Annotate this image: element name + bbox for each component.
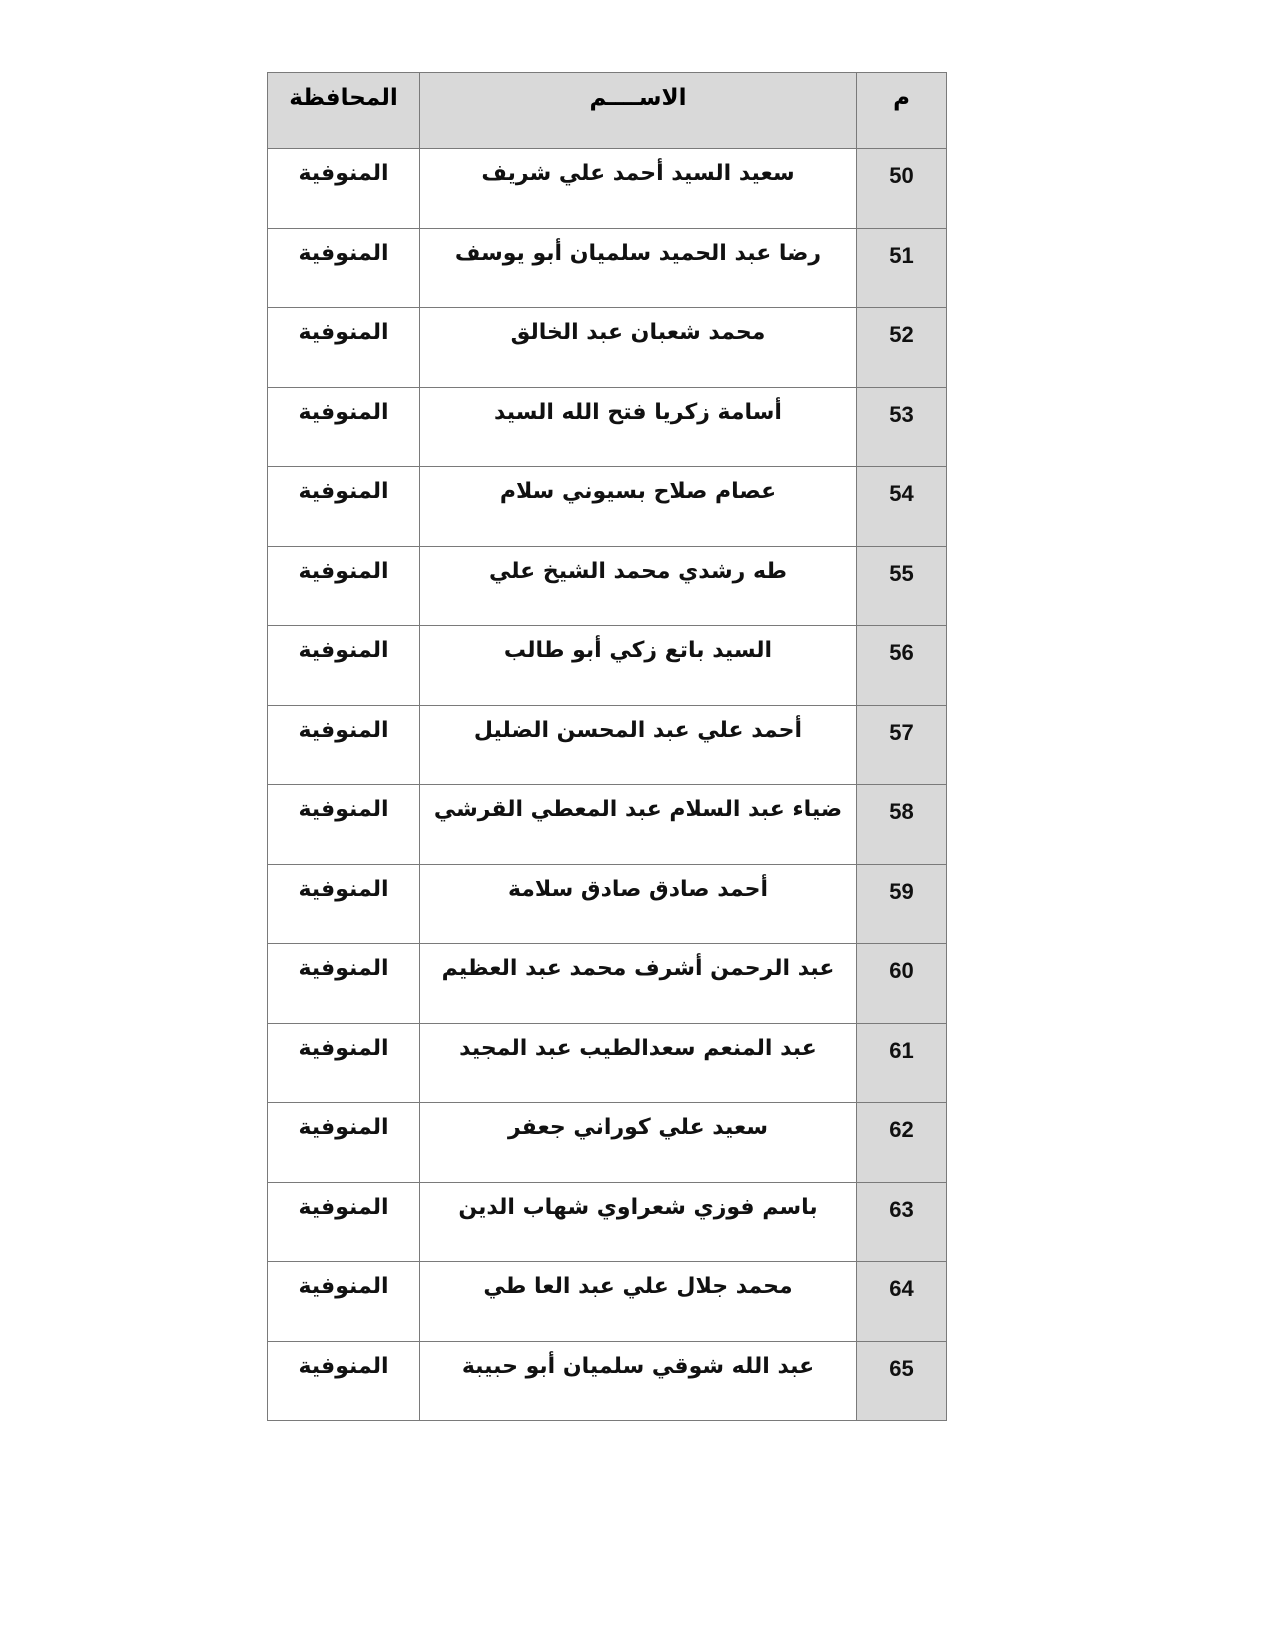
table-row: 54 عصام صلاح بسيوني سلام المنوفية	[267, 466, 947, 547]
names-table: م الاســــم المحافظة 50 سعيد السيد أحمد ع…	[267, 72, 947, 1421]
row-governorate: المنوفية	[267, 307, 420, 388]
row-name: عبد الرحمن أشرف محمد عبد العظيم	[419, 943, 857, 1024]
row-number: 62	[856, 1102, 947, 1183]
row-name: طه رشدي محمد الشيخ علي	[419, 545, 857, 626]
row-number: 58	[856, 784, 947, 865]
row-governorate: المنوفية	[267, 1181, 420, 1262]
row-governorate: المنوفية	[267, 784, 420, 865]
row-number: 63	[856, 1181, 947, 1262]
row-name: باسم فوزي شعراوي شهاب الدين	[419, 1181, 857, 1262]
row-governorate: المنوفية	[267, 545, 420, 626]
row-number: 52	[856, 307, 947, 388]
row-name: سعيد علي كوراني جعفر	[419, 1102, 857, 1183]
row-governorate: المنوفية	[267, 466, 420, 547]
table-row: 57 أحمد علي عبد المحسن الضليل المنوفية	[267, 704, 947, 785]
row-name: عبد الله شوقي سلميان أبو حبيبة	[419, 1340, 857, 1421]
row-governorate: المنوفية	[267, 1340, 420, 1421]
row-governorate: المنوفية	[267, 1102, 420, 1183]
table-row: 62 سعيد علي كوراني جعفر المنوفية	[267, 1102, 947, 1183]
row-name: محمد شعبان عبد الخالق	[419, 307, 857, 388]
row-name: ضياء عبد السلام عبد المعطي القرشي	[419, 784, 857, 865]
header-governorate: المحافظة	[267, 72, 420, 149]
table-row: 51 رضا عبد الحميد سلميان أبو يوسف المنوفية	[267, 227, 947, 308]
row-number: 61	[856, 1022, 947, 1103]
table-row: 61 عبد المنعم سعدالطيب عبد المجيد المنوفية	[267, 1022, 947, 1103]
row-name: السيد باتع زكي أبو طالب	[419, 625, 857, 706]
row-name: عصام صلاح بسيوني سلام	[419, 466, 857, 547]
row-name: محمد جلال علي عبد العا طي	[419, 1261, 857, 1342]
row-governorate: المنوفية	[267, 1261, 420, 1342]
header-number: م	[856, 72, 947, 149]
row-number: 60	[856, 943, 947, 1024]
table-row: 58 ضياء عبد السلام عبد المعطي القرشي المنو…	[267, 784, 947, 865]
table-row: 55 طه رشدي محمد الشيخ علي المنوفية	[267, 545, 947, 626]
row-governorate: المنوفية	[267, 386, 420, 467]
row-number: 55	[856, 545, 947, 626]
row-name: عبد المنعم سعدالطيب عبد المجيد	[419, 1022, 857, 1103]
table-row: 52 محمد شعبان عبد الخالق المنوفية	[267, 307, 947, 388]
table-row: 53 أسامة زكريا فتح الله السيد المنوفية	[267, 386, 947, 467]
header-row: م الاســــم المحافظة	[267, 72, 947, 149]
row-governorate: المنوفية	[267, 943, 420, 1024]
row-governorate: المنوفية	[267, 227, 420, 308]
table-row: 65 عبد الله شوقي سلميان أبو حبيبة المنوفية	[267, 1340, 947, 1421]
row-number: 64	[856, 1261, 947, 1342]
row-number: 56	[856, 625, 947, 706]
row-name: أسامة زكريا فتح الله السيد	[419, 386, 857, 467]
row-number: 65	[856, 1340, 947, 1421]
row-governorate: المنوفية	[267, 625, 420, 706]
table-row: 63 باسم فوزي شعراوي شهاب الدين المنوفية	[267, 1181, 947, 1262]
table-row: 60 عبد الرحمن أشرف محمد عبد العظيم المنوفي…	[267, 943, 947, 1024]
table-row: 59 أحمد صادق صادق سلامة المنوفية	[267, 863, 947, 944]
row-number: 50	[856, 148, 947, 229]
row-governorate: المنوفية	[267, 148, 420, 229]
row-name: رضا عبد الحميد سلميان أبو يوسف	[419, 227, 857, 308]
row-number: 54	[856, 466, 947, 547]
row-governorate: المنوفية	[267, 704, 420, 785]
row-name: سعيد السيد أحمد علي شريف	[419, 148, 857, 229]
row-number: 53	[856, 386, 947, 467]
row-number: 59	[856, 863, 947, 944]
table-row: 50 سعيد السيد أحمد علي شريف المنوفية	[267, 148, 947, 229]
row-governorate: المنوفية	[267, 863, 420, 944]
header-name: الاســــم	[419, 72, 857, 149]
row-name: أحمد صادق صادق سلامة	[419, 863, 857, 944]
table-row: 64 محمد جلال علي عبد العا طي المنوفية	[267, 1261, 947, 1342]
table-row: 56 السيد باتع زكي أبو طالب المنوفية	[267, 625, 947, 706]
row-number: 57	[856, 704, 947, 785]
row-governorate: المنوفية	[267, 1022, 420, 1103]
row-name: أحمد علي عبد المحسن الضليل	[419, 704, 857, 785]
row-number: 51	[856, 227, 947, 308]
